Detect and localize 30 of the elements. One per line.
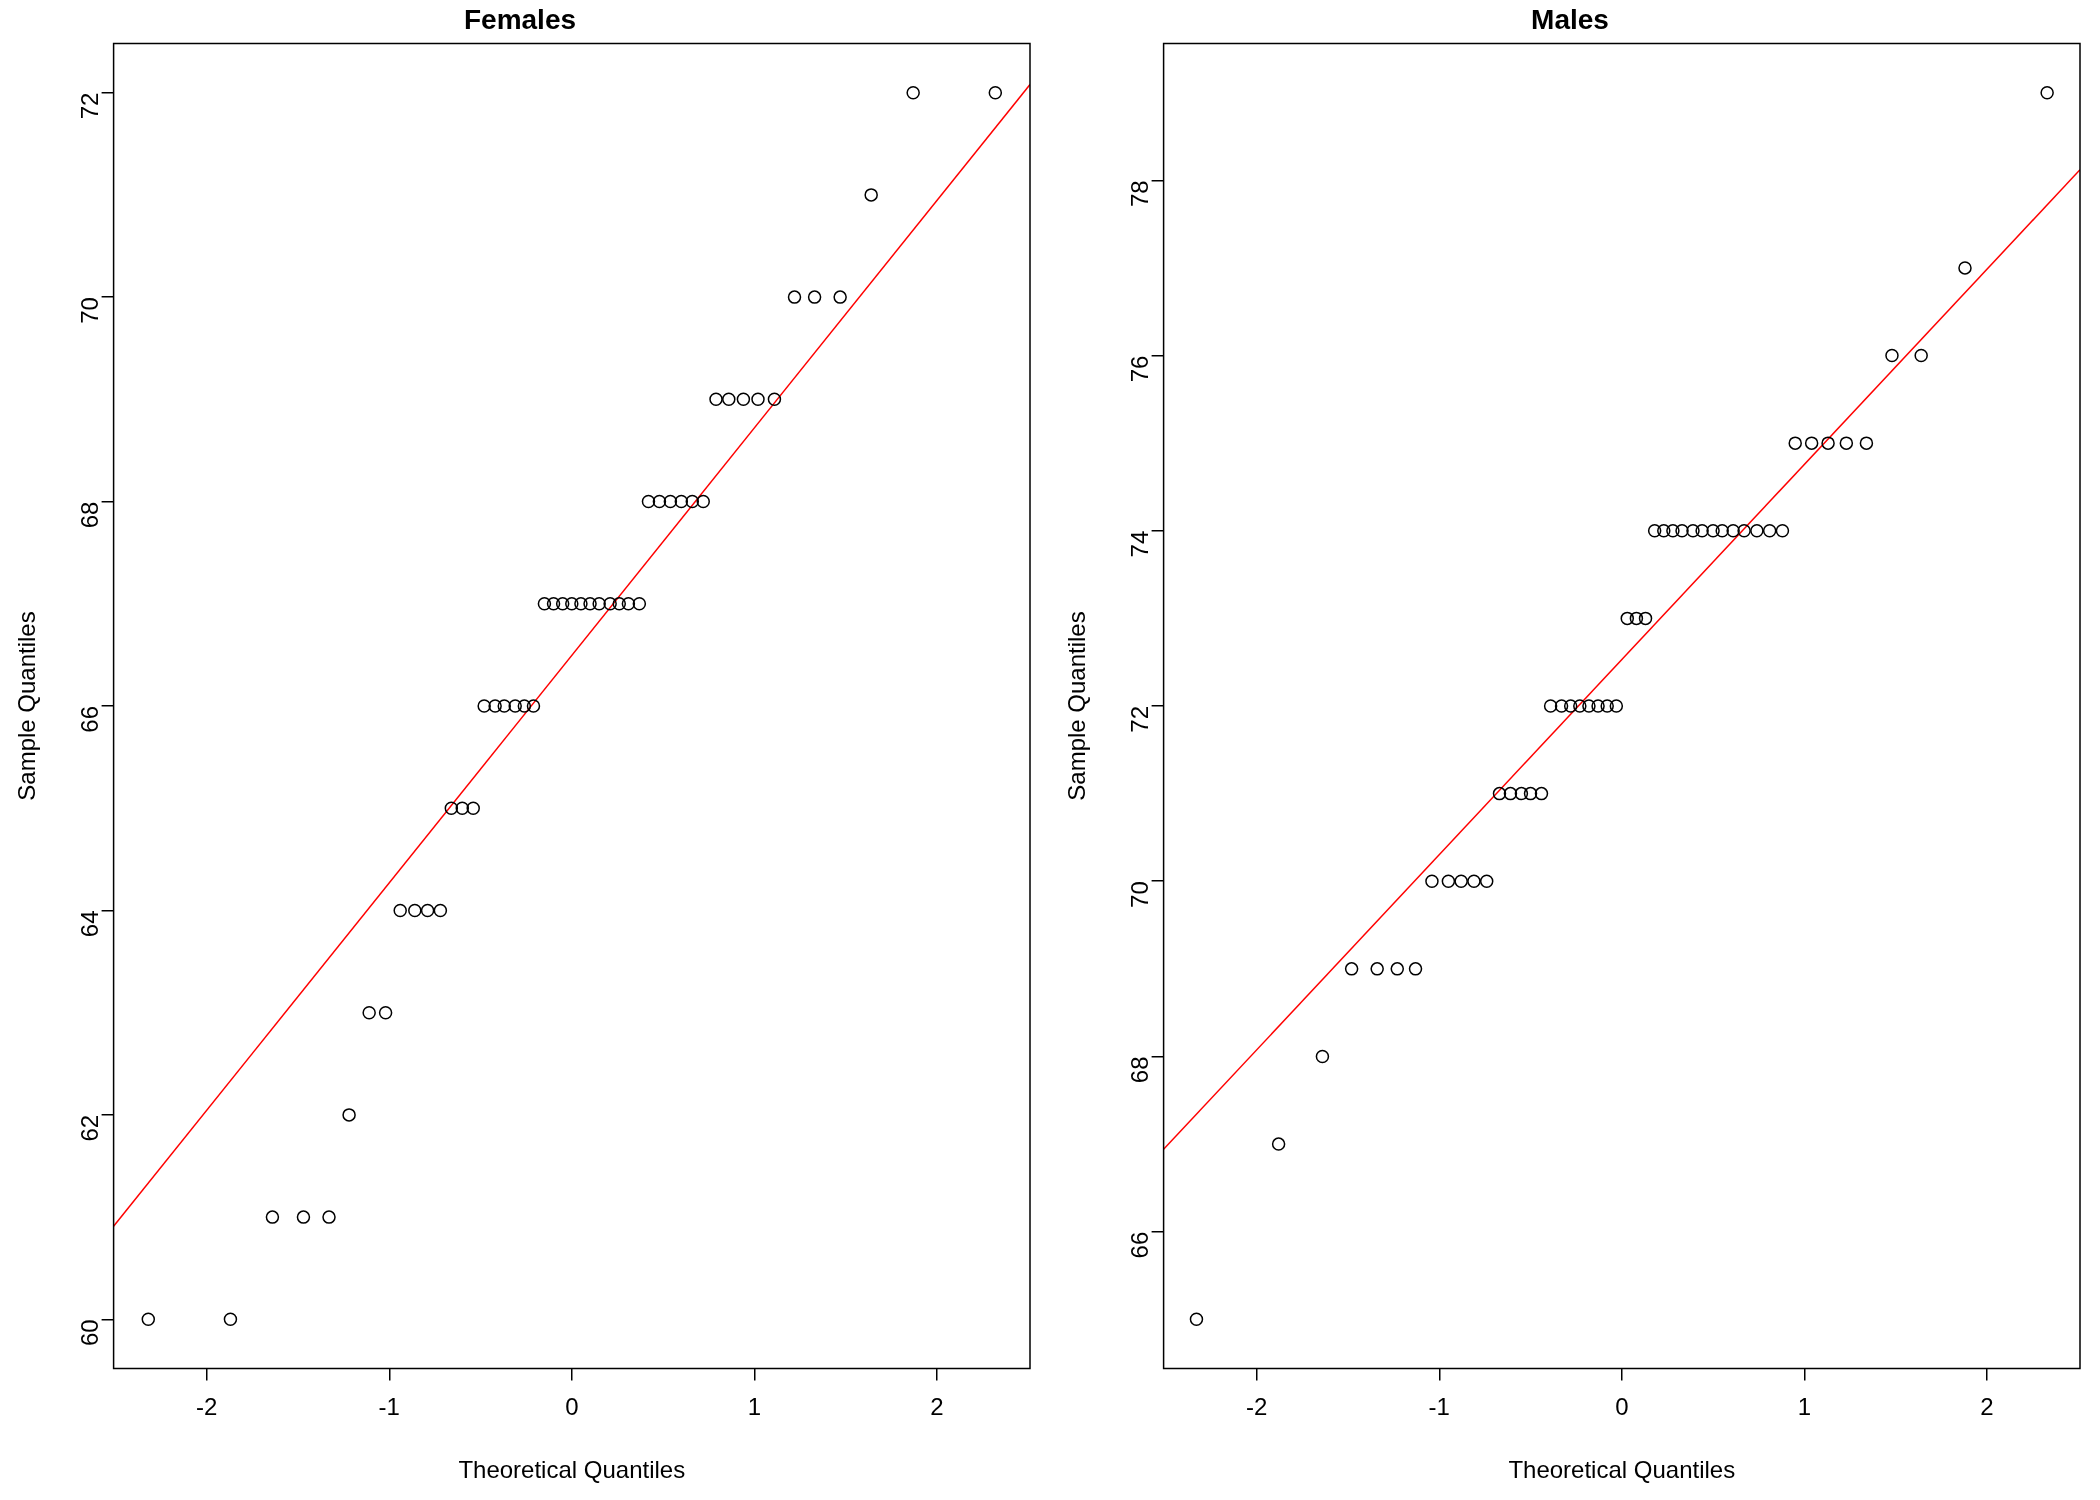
y-tick-label: 78 [1126, 180, 1154, 207]
y-tick-label: 66 [76, 706, 104, 733]
y-tick-label: 72 [1126, 706, 1154, 733]
x-tick-label: 2 [1980, 1393, 1994, 1421]
y-axis-title: Sample Quantiles [13, 611, 41, 801]
x-tick-label: -1 [378, 1393, 400, 1421]
y-tick-label: 66 [1126, 1231, 1154, 1259]
y-tick-label: 70 [1126, 881, 1154, 908]
y-tick-label: 72 [76, 92, 104, 120]
x-axis-title: Theoretical Quantiles [458, 1456, 686, 1484]
y-tick-label: 60 [76, 1319, 104, 1347]
x-tick-label: 1 [747, 1393, 762, 1421]
y-tick-label: 68 [1126, 1056, 1154, 1084]
y-tick-label: 70 [76, 297, 104, 324]
chart-title: Females [463, 3, 577, 35]
x-tick-label: -1 [1428, 1393, 1450, 1421]
y-tick-label: 74 [1126, 530, 1154, 558]
y-axis-title: Sample Quantiles [1063, 611, 1091, 801]
y-tick-label: 68 [76, 501, 104, 529]
y-tick-label: 62 [76, 1114, 104, 1142]
x-axis-title: Theoretical Quantiles [1508, 1456, 1736, 1484]
x-tick-label: 0 [565, 1393, 579, 1421]
x-tick-label: 0 [1615, 1393, 1629, 1421]
chart-title: Males [1531, 3, 1609, 35]
y-tick-label: 76 [1126, 355, 1154, 383]
x-tick-label: -2 [196, 1393, 218, 1421]
x-tick-label: -2 [1246, 1393, 1268, 1421]
x-tick-label: 1 [1797, 1393, 1812, 1421]
x-tick-label: 2 [930, 1393, 944, 1421]
y-tick-label: 64 [76, 910, 104, 938]
